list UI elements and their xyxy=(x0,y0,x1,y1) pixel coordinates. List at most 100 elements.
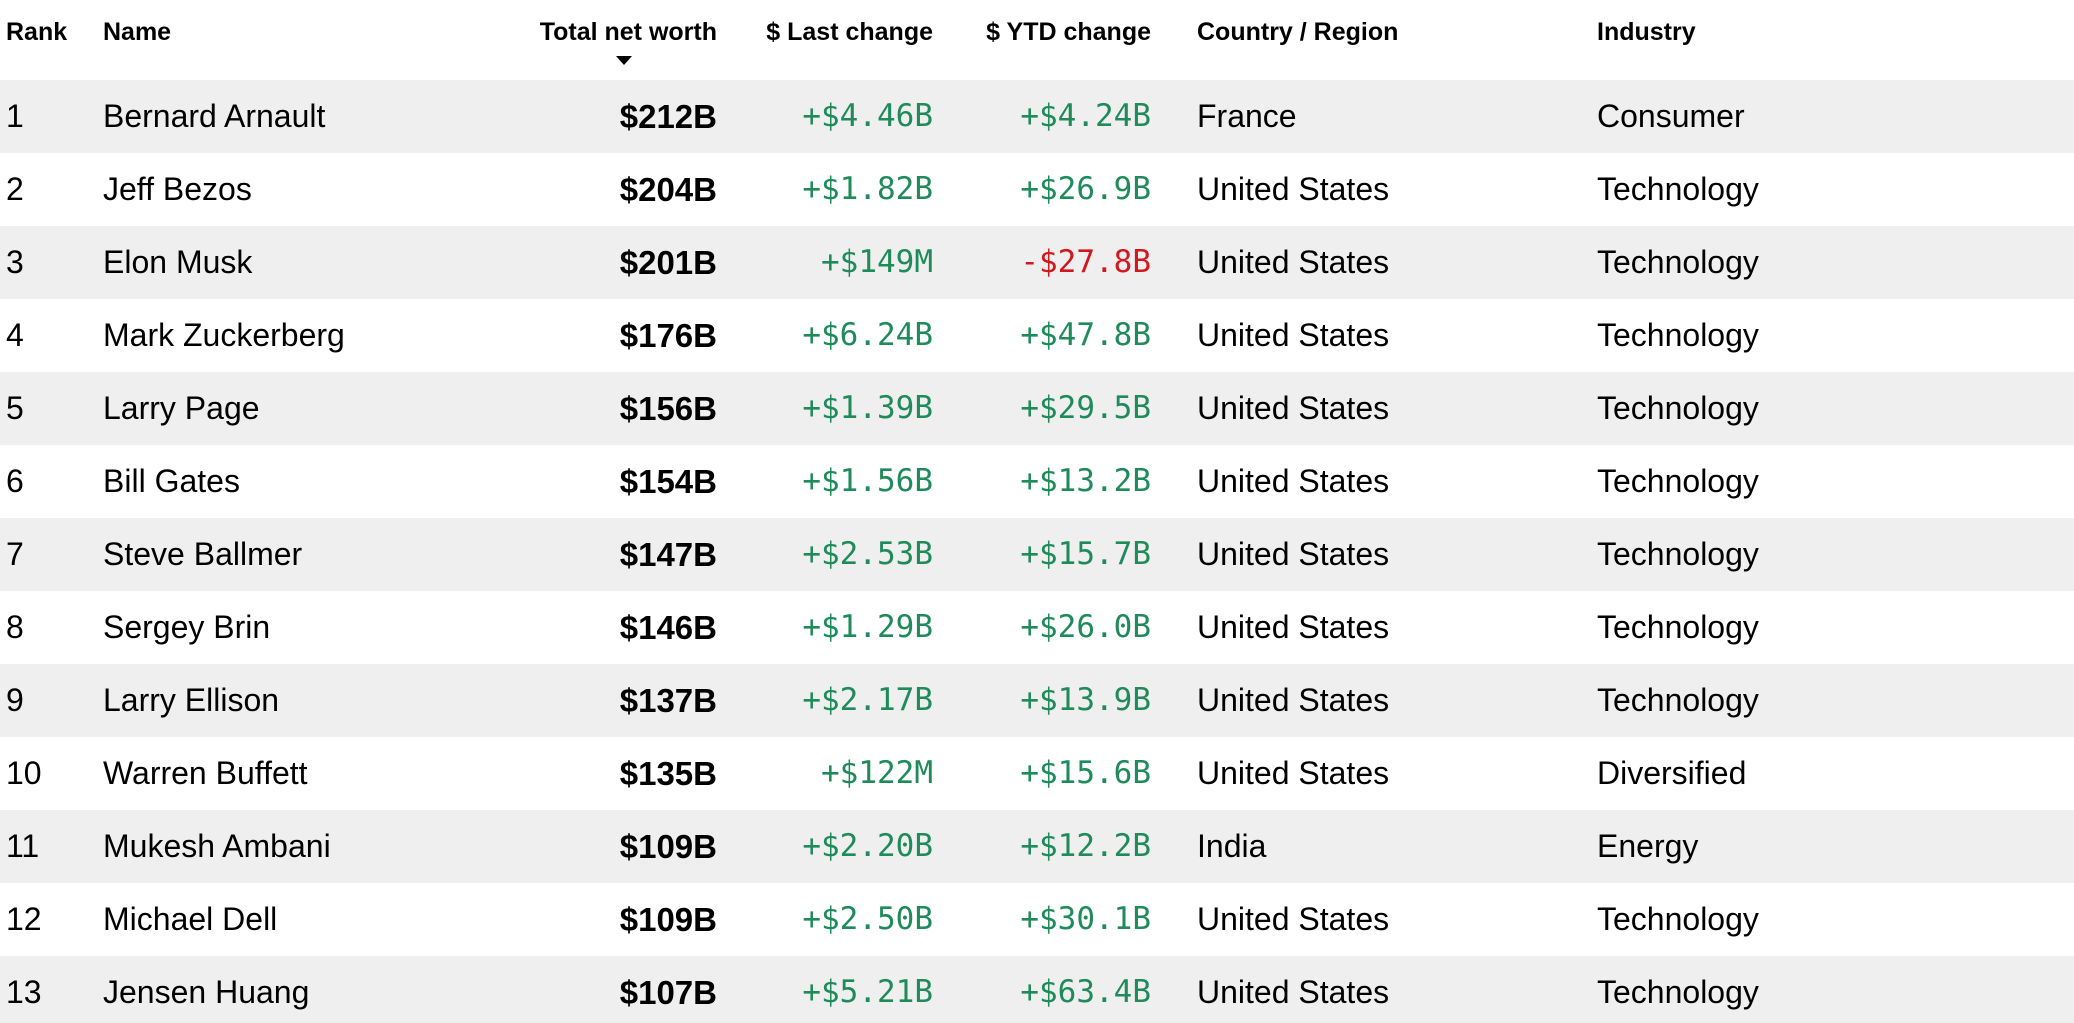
industry-cell: Technology xyxy=(1597,901,1759,937)
table-row[interactable]: 1 Bernard Arnault $212B +$4.46B +$4.24B Franc… xyxy=(0,80,2074,153)
table-row[interactable]: 9 Larry Ellison $137B +$2.17B +$13.9B United … xyxy=(0,664,2074,737)
last-change-cell: +$4.46B xyxy=(802,98,933,134)
rank-cell: 3 xyxy=(6,244,24,280)
rank-cell: 6 xyxy=(6,463,24,499)
rank-cell: 5 xyxy=(6,390,24,426)
ytd-change-cell: +$30.1B xyxy=(1020,901,1151,937)
column-header-rank[interactable]: Rank xyxy=(6,18,68,46)
last-change-cell: +$1.29B xyxy=(802,609,933,645)
name-cell[interactable]: Jeff Bezos xyxy=(103,171,252,207)
table-row[interactable]: 11 Mukesh Ambani $109B +$2.20B +$12.2B India E… xyxy=(0,810,2074,883)
industry-cell: Technology xyxy=(1597,463,1759,499)
last-change-cell: +$6.24B xyxy=(802,317,933,353)
industry-cell: Technology xyxy=(1597,609,1759,645)
total-net-worth-cell: $135B xyxy=(619,755,717,792)
table-row[interactable]: 10 Warren Buffett $135B +$122M +$15.6B United… xyxy=(0,737,2074,810)
table-row[interactable]: 12 Michael Dell $109B +$2.50B +$30.1B United … xyxy=(0,883,2074,956)
total-net-worth-cell: $212B xyxy=(619,98,717,135)
ytd-change-cell: +$29.5B xyxy=(1020,390,1151,426)
country-region-cell: United States xyxy=(1197,390,1390,426)
total-net-worth-cell: $137B xyxy=(619,682,717,719)
country-region-cell: United States xyxy=(1197,682,1390,718)
last-change-cell: +$1.56B xyxy=(802,463,933,499)
ytd-change-cell: -$27.8B xyxy=(1020,244,1151,280)
last-change-cell: +$2.53B xyxy=(802,536,933,572)
last-change-cell: +$2.50B xyxy=(802,901,933,937)
ytd-change-cell: +$12.2B xyxy=(1020,828,1151,864)
name-cell[interactable]: Larry Page xyxy=(103,390,260,426)
sort-down-triangle-icon[interactable] xyxy=(616,56,632,65)
industry-cell: Consumer xyxy=(1597,98,1745,134)
table-row[interactable]: 6 Bill Gates $154B +$1.56B +$13.2B United Sta… xyxy=(0,445,2074,518)
name-cell[interactable]: Jensen Huang xyxy=(103,974,310,1010)
total-net-worth-cell: $201B xyxy=(619,244,717,281)
rank-cell: 11 xyxy=(6,828,40,864)
country-region-cell: United States xyxy=(1197,463,1390,499)
name-cell[interactable]: Warren Buffett xyxy=(103,755,308,791)
name-cell[interactable]: Mukesh Ambani xyxy=(103,828,331,864)
name-cell[interactable]: Michael Dell xyxy=(103,901,278,937)
country-region-cell: United States xyxy=(1197,536,1390,572)
name-cell[interactable]: Bill Gates xyxy=(103,463,240,499)
country-region-cell: United States xyxy=(1197,901,1390,937)
name-cell[interactable]: Mark Zuckerberg xyxy=(103,317,345,353)
table-row[interactable]: 7 Steve Ballmer $147B +$2.53B +$15.7B United … xyxy=(0,518,2074,591)
last-change-cell: +$1.82B xyxy=(802,171,933,207)
table-row[interactable]: 8 Sergey Brin $146B +$1.29B +$26.0B United St… xyxy=(0,591,2074,664)
rank-cell: 8 xyxy=(6,609,24,645)
industry-cell: Diversified xyxy=(1597,755,1747,791)
total-net-worth-cell: $147B xyxy=(619,536,717,573)
industry-cell: Energy xyxy=(1597,828,1699,864)
name-cell[interactable]: Elon Musk xyxy=(103,244,253,280)
table-row[interactable]: 5 Larry Page $156B +$1.39B +$29.5B United Sta… xyxy=(0,372,2074,445)
industry-cell: Technology xyxy=(1597,974,1759,1010)
country-region-cell: United States xyxy=(1197,317,1390,353)
column-header-name[interactable]: Name xyxy=(103,18,172,46)
last-change-cell: +$1.39B xyxy=(802,390,933,426)
column-header-industry[interactable]: Industry xyxy=(1597,18,1696,46)
rank-cell: 9 xyxy=(6,682,24,718)
column-header-total-net-worth[interactable]: Total net worth xyxy=(539,18,717,46)
ytd-change-cell: +$47.8B xyxy=(1020,317,1151,353)
total-net-worth-cell: $109B xyxy=(619,901,717,938)
industry-cell: Technology xyxy=(1597,244,1759,280)
rank-cell: 12 xyxy=(6,901,42,937)
ytd-change-cell: +$26.9B xyxy=(1020,171,1151,207)
last-change-cell: +$149M xyxy=(821,244,933,280)
rank-cell: 13 xyxy=(6,974,42,1010)
total-net-worth-cell: $176B xyxy=(619,317,717,354)
rank-cell: 4 xyxy=(6,317,24,353)
name-cell[interactable]: Sergey Brin xyxy=(103,609,271,645)
name-cell[interactable]: Bernard Arnault xyxy=(103,98,326,134)
table-row[interactable]: 4 Mark Zuckerberg $176B +$6.24B +$47.8B Unite… xyxy=(0,299,2074,372)
country-region-cell: United States xyxy=(1197,171,1390,207)
total-net-worth-cell: $204B xyxy=(619,171,717,208)
total-net-worth-cell: $146B xyxy=(619,609,717,646)
industry-cell: Technology xyxy=(1597,682,1759,718)
last-change-cell: +$2.17B xyxy=(802,682,933,718)
column-header-country-region[interactable]: Country / Region xyxy=(1197,18,1399,46)
table-header: Rank Name Total net worth $ Last change … xyxy=(0,0,2074,80)
table-row[interactable]: 3 Elon Musk $201B +$149M -$27.8B United State… xyxy=(0,226,2074,299)
table-row[interactable]: 13 Jensen Huang $107B +$5.21B +$63.4B United … xyxy=(0,956,2074,1023)
ytd-change-cell: +$4.24B xyxy=(1020,98,1151,134)
country-region-cell: United States xyxy=(1197,609,1390,645)
column-header-ytd-change[interactable]: $ YTD change xyxy=(986,18,1151,46)
ytd-change-cell: +$15.6B xyxy=(1020,755,1151,791)
industry-cell: Technology xyxy=(1597,390,1759,426)
ytd-change-cell: +$15.7B xyxy=(1020,536,1151,572)
country-region-cell: France xyxy=(1197,98,1297,134)
table-row[interactable]: 2 Jeff Bezos $204B +$1.82B +$26.9B United Sta… xyxy=(0,153,2074,226)
industry-cell: Technology xyxy=(1597,536,1759,572)
rank-cell: 1 xyxy=(6,98,24,134)
rank-cell: 7 xyxy=(6,536,24,572)
name-cell[interactable]: Steve Ballmer xyxy=(103,536,303,572)
total-net-worth-cell: $107B xyxy=(619,974,717,1011)
rank-cell: 2 xyxy=(6,171,24,207)
country-region-cell: United States xyxy=(1197,974,1390,1010)
table-body: 1 Bernard Arnault $212B +$4.46B +$4.24B Franc… xyxy=(0,80,2074,1023)
name-cell[interactable]: Larry Ellison xyxy=(103,682,280,718)
column-header-last-change[interactable]: $ Last change xyxy=(766,18,933,46)
industry-cell: Technology xyxy=(1597,317,1759,353)
rank-cell: 10 xyxy=(6,755,42,791)
